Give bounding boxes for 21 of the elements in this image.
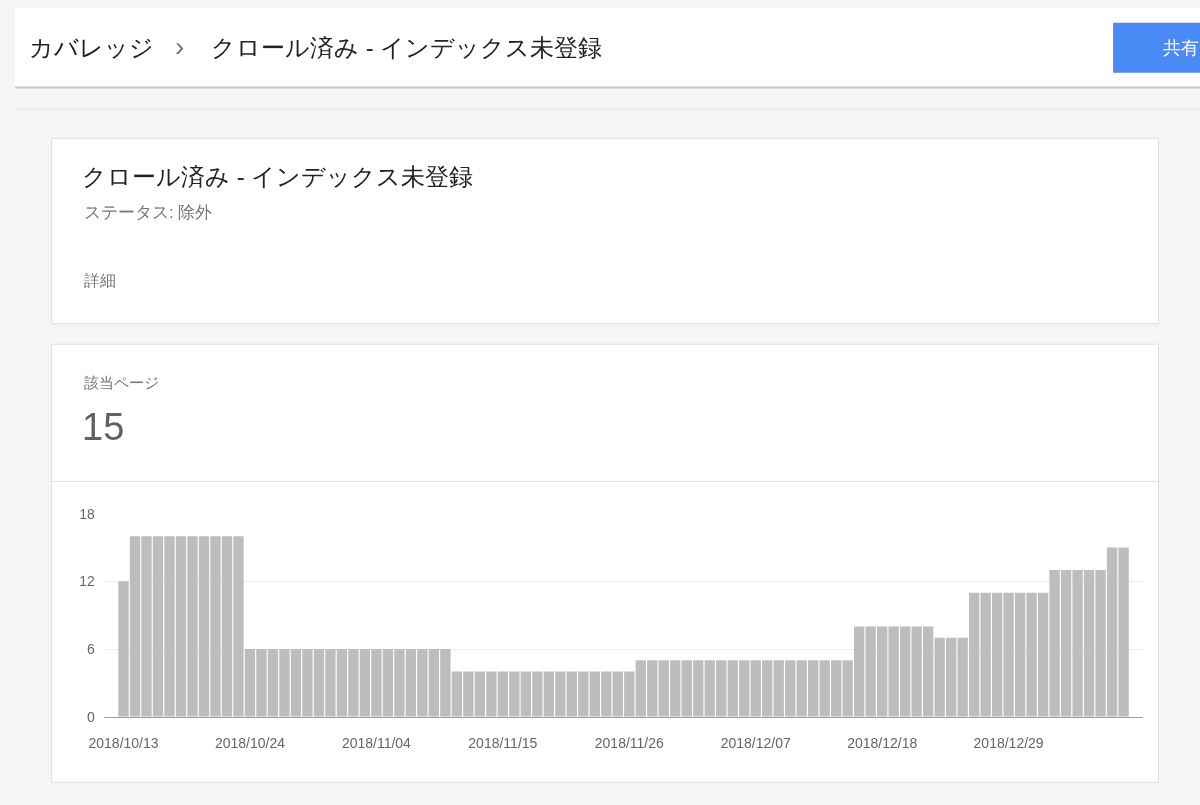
text: 該当ページ — [84, 374, 159, 391]
x-tick-label: 2018/12/07 — [720, 735, 791, 752]
y-tick-label: 12 — [79, 573, 96, 590]
x-tick-label: 2018/12/18 — [847, 735, 918, 752]
chart-subtitle: ステータス: 除外 — [84, 203, 213, 222]
x-tick-label: 2018/10/13 — [88, 735, 159, 752]
text: 詳細 — [84, 272, 116, 289]
x-tick-label: 2018/11/26 — [594, 735, 665, 752]
chart-title: クロール済み - インデックス未登録 — [82, 162, 474, 190]
text: 15 — [82, 406, 125, 448]
x-tick-label: 2018/10/24 — [214, 735, 286, 752]
y-tick-label: 18 — [79, 505, 96, 522]
x-tick-label: 2018/11/04 — [341, 735, 412, 752]
text: 共有 — [1163, 38, 1199, 58]
y-tick-label: 6 — [87, 640, 96, 657]
y-tick-label: 0 — [87, 708, 96, 725]
text: クロール済み - インデックス未登録 — [211, 34, 603, 61]
text: カバレッジ — [29, 34, 154, 61]
x-tick-label: 2018/12/29 — [973, 735, 1044, 752]
text: › — [175, 31, 185, 62]
x-tick-label: 2018/11/15 — [468, 735, 538, 752]
